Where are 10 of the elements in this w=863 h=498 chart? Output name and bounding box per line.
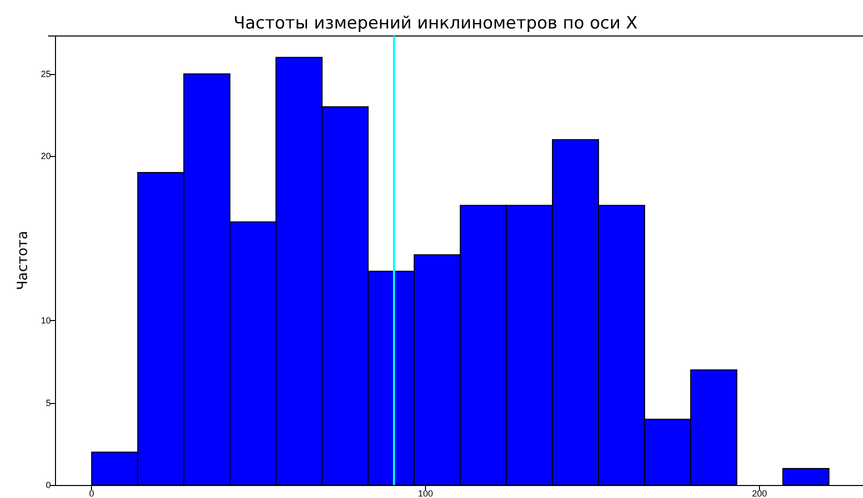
y-tick-label: 25 [40, 68, 51, 79]
x-tick-label: 100 [418, 488, 434, 498]
y-tick-label: 5 [46, 398, 51, 408]
y-tick-label: 10 [40, 316, 51, 326]
chart-title: Частоты измерений инклинометров по оси X [233, 14, 638, 34]
y-tick-label: 20 [40, 151, 51, 162]
y-axis-title: Частота [15, 230, 31, 290]
x-tick-label: 0 [89, 488, 94, 498]
y-tick-label: 0 [46, 480, 51, 490]
x-tick-label: 200 [752, 488, 767, 498]
